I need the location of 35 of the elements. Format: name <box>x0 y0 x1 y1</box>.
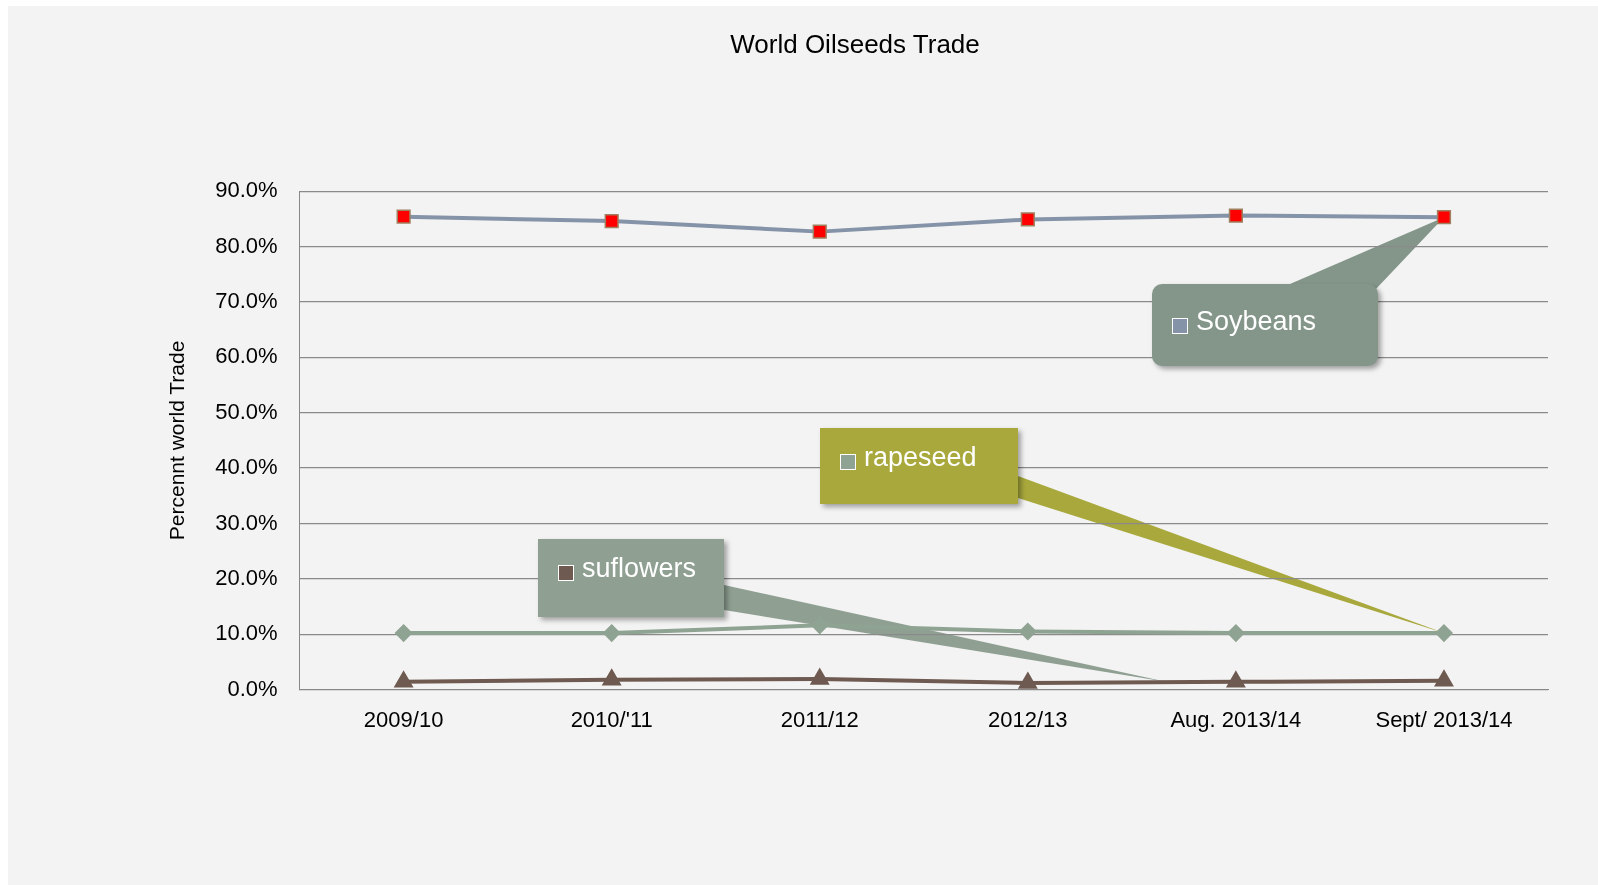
point <box>394 624 413 642</box>
y-tick-label: 90.0% <box>215 177 278 203</box>
callout-box: suflowers <box>538 539 724 617</box>
legend-label: Soybeans <box>1196 306 1317 336</box>
point <box>810 668 830 685</box>
x-tick-label: 2010/'11 <box>570 706 653 732</box>
y-tick-label: 0.0% <box>227 675 278 701</box>
y-tick-label: 70.0% <box>215 288 278 314</box>
y-axis-title: Percennt world Trade <box>165 340 189 541</box>
y-tick-label: 40.0% <box>215 454 278 480</box>
x-tick-label: 2012/13 <box>988 706 1068 732</box>
point <box>1434 669 1454 687</box>
point <box>602 624 621 642</box>
point <box>1227 624 1245 642</box>
y-tick-label: 60.0% <box>215 343 278 369</box>
x-tick-label: 2011/12 <box>780 706 859 732</box>
y-tick-label: 20.0% <box>215 564 278 590</box>
legend-label: rapeseed <box>864 442 977 472</box>
callout-box: rapeseed <box>820 428 1018 504</box>
point <box>602 668 622 686</box>
point <box>1019 622 1037 641</box>
x-tick-label: Sept/ 2013/14 <box>1375 706 1513 732</box>
legend-label: suflowers <box>582 553 697 583</box>
point <box>394 671 414 688</box>
y-tick-label: 30.0% <box>215 509 278 535</box>
y-tick-label: 10.0% <box>215 620 278 646</box>
x-tick-label: 2009/10 <box>363 706 444 732</box>
chart-title: World Oilseeds Trade <box>730 28 980 59</box>
y-tick-label: 50.0% <box>215 398 278 424</box>
point <box>1435 624 1453 642</box>
point <box>1018 672 1038 689</box>
y-tick-label: 80.0% <box>215 232 278 258</box>
x-tick-label: Aug. 2013/14 <box>1170 706 1302 732</box>
callout-box: Soybeans <box>1152 284 1378 366</box>
point <box>1226 671 1246 688</box>
